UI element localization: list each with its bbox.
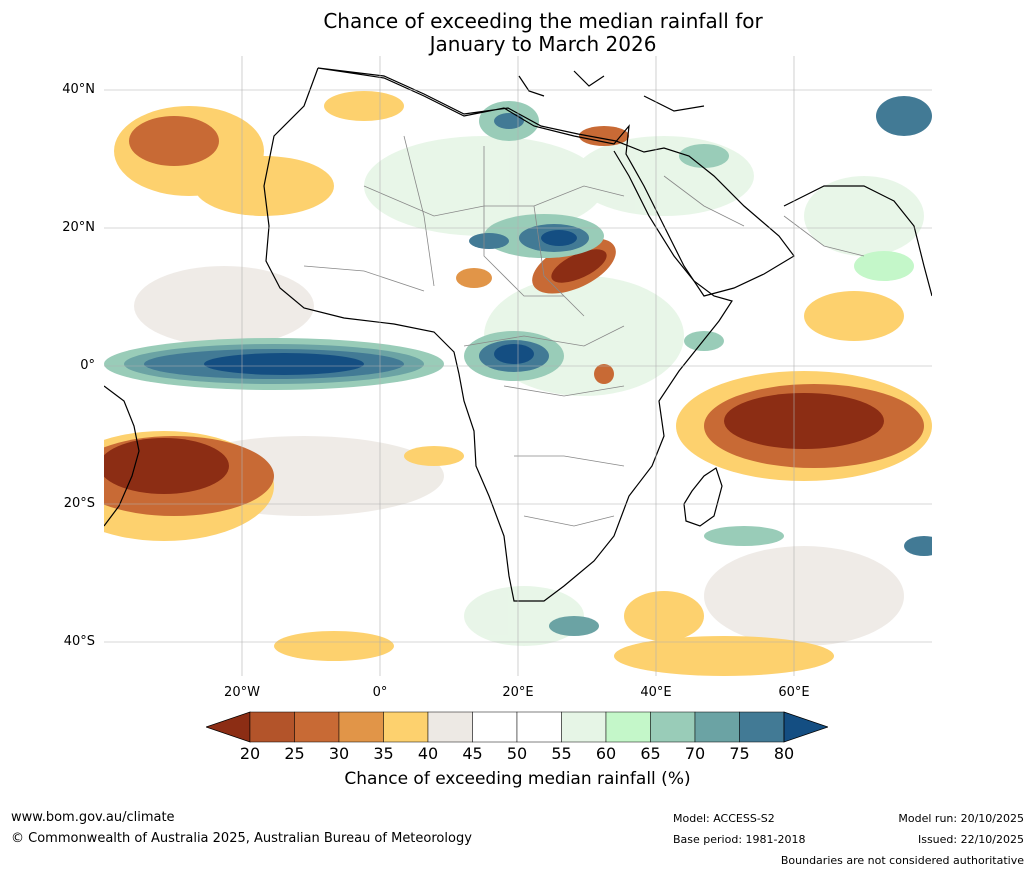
colorbar-swatch [472, 711, 518, 743]
dry-patches [104, 91, 932, 676]
colorbar-tick-label: 70 [684, 744, 706, 763]
colorbar-tick-label: 40 [417, 744, 439, 763]
colorbar-label: Chance of exceeding median rainfall (%) [344, 769, 691, 789]
coastlines [104, 67, 932, 602]
lat-label-40s: 40°S [63, 634, 95, 649]
colorbar [204, 711, 830, 743]
website-link[interactable]: www.bom.gov.au/climate [11, 810, 175, 825]
colorbar-tick-label: 75 [729, 744, 750, 763]
wet-patches [104, 96, 932, 636]
boundaries-disclaimer: Boundaries are not considered authoritat… [780, 854, 1024, 867]
colorbar-arrow-low [204, 711, 251, 743]
colorbar-tick-label: 35 [373, 744, 394, 763]
colorbar-tick-label: 20 [239, 744, 261, 763]
lon-label-0: 0° [372, 685, 388, 700]
colorbar-swatch [694, 711, 740, 743]
rainfall-map [104, 56, 932, 676]
title-line-1: Chance of exceeding the median rainfall … [323, 9, 763, 33]
colorbar-swatch [739, 711, 785, 743]
lon-label-60e: 60°E [778, 685, 810, 700]
chart-title: Chance of exceeding the median rainfall … [0, 10, 1035, 56]
copyright-text: © Commonwealth of Australia 2025, Austra… [11, 831, 472, 846]
colorbar-swatches [204, 711, 830, 743]
lat-label-20n: 20°N [62, 220, 95, 235]
lat-label-40n: 40°N [62, 82, 95, 97]
colorbar-tick-label: 30 [328, 744, 350, 763]
colorbar-ticks: 20 25 30 35 40 45 50 55 60 65 70 75 80 [0, 744, 1035, 764]
colorbar-tick-label: 55 [551, 744, 572, 763]
country-boundaries [303, 135, 865, 527]
colorbar-tick-label: 50 [506, 744, 528, 763]
lon-label-20w: 20°W [224, 685, 260, 700]
colorbar-swatch [383, 711, 429, 743]
colorbar-swatch [427, 711, 473, 743]
colorbar-swatch [561, 711, 607, 743]
colorbar-tick-label: 65 [640, 744, 661, 763]
graticule [104, 56, 932, 676]
colorbar-swatch [249, 711, 295, 743]
colorbar-tick-label: 60 [595, 744, 617, 763]
colorbar-tick-label: 45 [462, 744, 483, 763]
colorbar-swatch [516, 711, 562, 743]
colorbar-swatch [650, 711, 696, 743]
colorbar-swatch [605, 711, 651, 743]
issued-date: Issued: 22/10/2025 [917, 833, 1024, 846]
model-name: Model: ACCESS-S2 [673, 812, 775, 825]
colorbar-swatch [294, 711, 340, 743]
title-line-2: January to March 2026 [429, 32, 657, 56]
lon-label-20e: 20°E [502, 685, 534, 700]
lon-label-40e: 40°E [640, 685, 672, 700]
lat-label-20s: 20°S [63, 496, 95, 511]
model-run-date: Model run: 20/10/2025 [898, 812, 1024, 825]
colorbar-swatch [338, 711, 384, 743]
colorbar-arrow-high [783, 711, 830, 743]
colorbar-tick-label: 25 [284, 744, 305, 763]
colorbar-tick-label: 80 [773, 744, 795, 763]
base-period: Base period: 1981-2018 [673, 833, 806, 846]
lat-label-0: 0° [80, 358, 95, 373]
light-patches [134, 136, 924, 646]
